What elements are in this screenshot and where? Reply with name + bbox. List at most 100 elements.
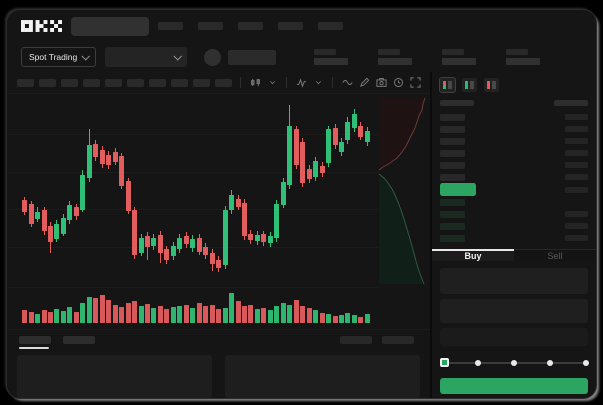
bid-price-placeholder <box>440 198 465 206</box>
settings-icon[interactable] <box>392 77 404 89</box>
candlestick-type-icon[interactable] <box>249 77 261 89</box>
candle-body <box>196 238 202 252</box>
camera-icon[interactable] <box>375 77 387 89</box>
timeframe-button[interactable] <box>127 78 144 87</box>
volume-bar <box>351 315 357 323</box>
bid-row[interactable] <box>440 220 588 232</box>
candle-body <box>313 160 319 178</box>
ask-row[interactable] <box>440 123 588 135</box>
amount-slider[interactable] <box>440 355 589 371</box>
orderbook-trade-panel: Buy Sell <box>430 72 596 398</box>
timeframe-button[interactable] <box>39 78 56 87</box>
last-price-badge[interactable] <box>440 183 476 196</box>
candle-body <box>125 180 131 212</box>
buy-submit-button[interactable] <box>440 378 588 394</box>
ask-row[interactable] <box>440 171 588 183</box>
slider-handle[interactable] <box>440 358 449 367</box>
timeframe-button[interactable] <box>193 78 210 87</box>
bottom-control-placeholder[interactable] <box>382 335 414 344</box>
nav-item-placeholder[interactable] <box>158 22 183 30</box>
candle-body <box>358 126 364 137</box>
timeframe-button[interactable] <box>171 78 188 87</box>
volume-bar <box>145 304 150 323</box>
slider-stop[interactable] <box>475 360 481 366</box>
ask-price-placeholder <box>440 125 465 133</box>
bid-price-placeholder <box>440 234 465 242</box>
ask-row[interactable] <box>440 159 588 171</box>
timeframe-button[interactable] <box>83 78 100 87</box>
volume-bar <box>164 309 170 323</box>
ticker-stat <box>378 49 412 65</box>
wave-icon[interactable] <box>341 77 353 89</box>
volume-bars <box>15 291 372 323</box>
market-header: Spot Trading <box>7 42 596 72</box>
ask-price-placeholder <box>440 113 465 121</box>
candle-body <box>338 142 344 152</box>
book-bids-icon[interactable] <box>462 78 477 92</box>
candle-body <box>48 225 53 242</box>
volume-bar <box>280 303 286 323</box>
timeframe-button[interactable] <box>105 78 122 87</box>
chevron-down-icon[interactable] <box>266 77 278 89</box>
volume-bar <box>345 313 351 323</box>
slider-stop[interactable] <box>511 360 517 366</box>
indicators-icon[interactable] <box>295 77 307 89</box>
candle-body <box>248 233 254 241</box>
book-asks-icon[interactable] <box>484 78 499 92</box>
nav-item-placeholder[interactable] <box>238 22 263 30</box>
slider-stop[interactable] <box>547 360 553 366</box>
draw-icon[interactable] <box>358 77 370 89</box>
bottom-control-placeholder[interactable] <box>340 335 372 344</box>
candle-body <box>73 207 79 217</box>
toolbar-divider <box>332 77 333 88</box>
tab-sell[interactable]: Sell <box>514 250 596 261</box>
candle-body <box>151 238 157 246</box>
bid-price-placeholder <box>440 210 465 218</box>
candle-body <box>332 127 338 146</box>
nav-item-placeholder[interactable] <box>318 22 343 30</box>
slider-stop[interactable] <box>583 360 589 366</box>
bid-row[interactable] <box>440 208 588 220</box>
stat-value-placeholder <box>314 58 348 65</box>
fullscreen-icon[interactable] <box>409 77 421 89</box>
stat-label-placeholder <box>314 49 336 55</box>
volume-bar <box>138 306 144 323</box>
volume-bar <box>326 314 332 323</box>
timeframe-button[interactable] <box>215 78 232 87</box>
timeframe-button[interactable] <box>17 78 34 87</box>
ticker-stat <box>506 49 540 65</box>
asks-list <box>440 111 588 183</box>
ask-row[interactable] <box>440 147 588 159</box>
bid-row[interactable] <box>440 232 588 244</box>
ask-amount-placeholder <box>565 174 588 180</box>
total-field[interactable] <box>440 328 588 346</box>
volume-bar <box>125 303 131 323</box>
amount-field[interactable] <box>440 299 588 323</box>
tab-buy[interactable]: Buy <box>432 249 514 261</box>
timeframe-button[interactable] <box>149 78 166 87</box>
bid-row[interactable] <box>440 196 588 208</box>
nav-item-placeholder[interactable] <box>198 22 223 30</box>
bottom-tab-active[interactable] <box>19 335 51 349</box>
bottom-tab[interactable] <box>63 335 95 344</box>
chevron-down-icon[interactable] <box>312 77 324 89</box>
volume-bar <box>67 307 73 323</box>
volume-bar <box>313 309 319 323</box>
ask-row[interactable] <box>440 111 588 123</box>
search-input[interactable] <box>71 16 149 36</box>
top-navigation-bar <box>7 10 596 42</box>
volume-bar <box>112 305 118 323</box>
candle-body <box>157 235 163 253</box>
candles-layer <box>15 98 372 290</box>
gridline <box>7 171 378 173</box>
candlestick-chart[interactable] <box>7 94 430 329</box>
nav-item-placeholder[interactable] <box>278 22 303 30</box>
market-type-dropdown[interactable]: Spot Trading <box>21 47 97 67</box>
trading-pair-dropdown[interactable] <box>105 47 188 67</box>
book-combined-icon[interactable] <box>439 77 456 93</box>
candle-body <box>145 236 150 247</box>
gridline <box>7 286 378 288</box>
timeframe-button[interactable] <box>61 78 78 87</box>
price-field[interactable] <box>440 268 588 294</box>
ask-row[interactable] <box>440 135 588 147</box>
